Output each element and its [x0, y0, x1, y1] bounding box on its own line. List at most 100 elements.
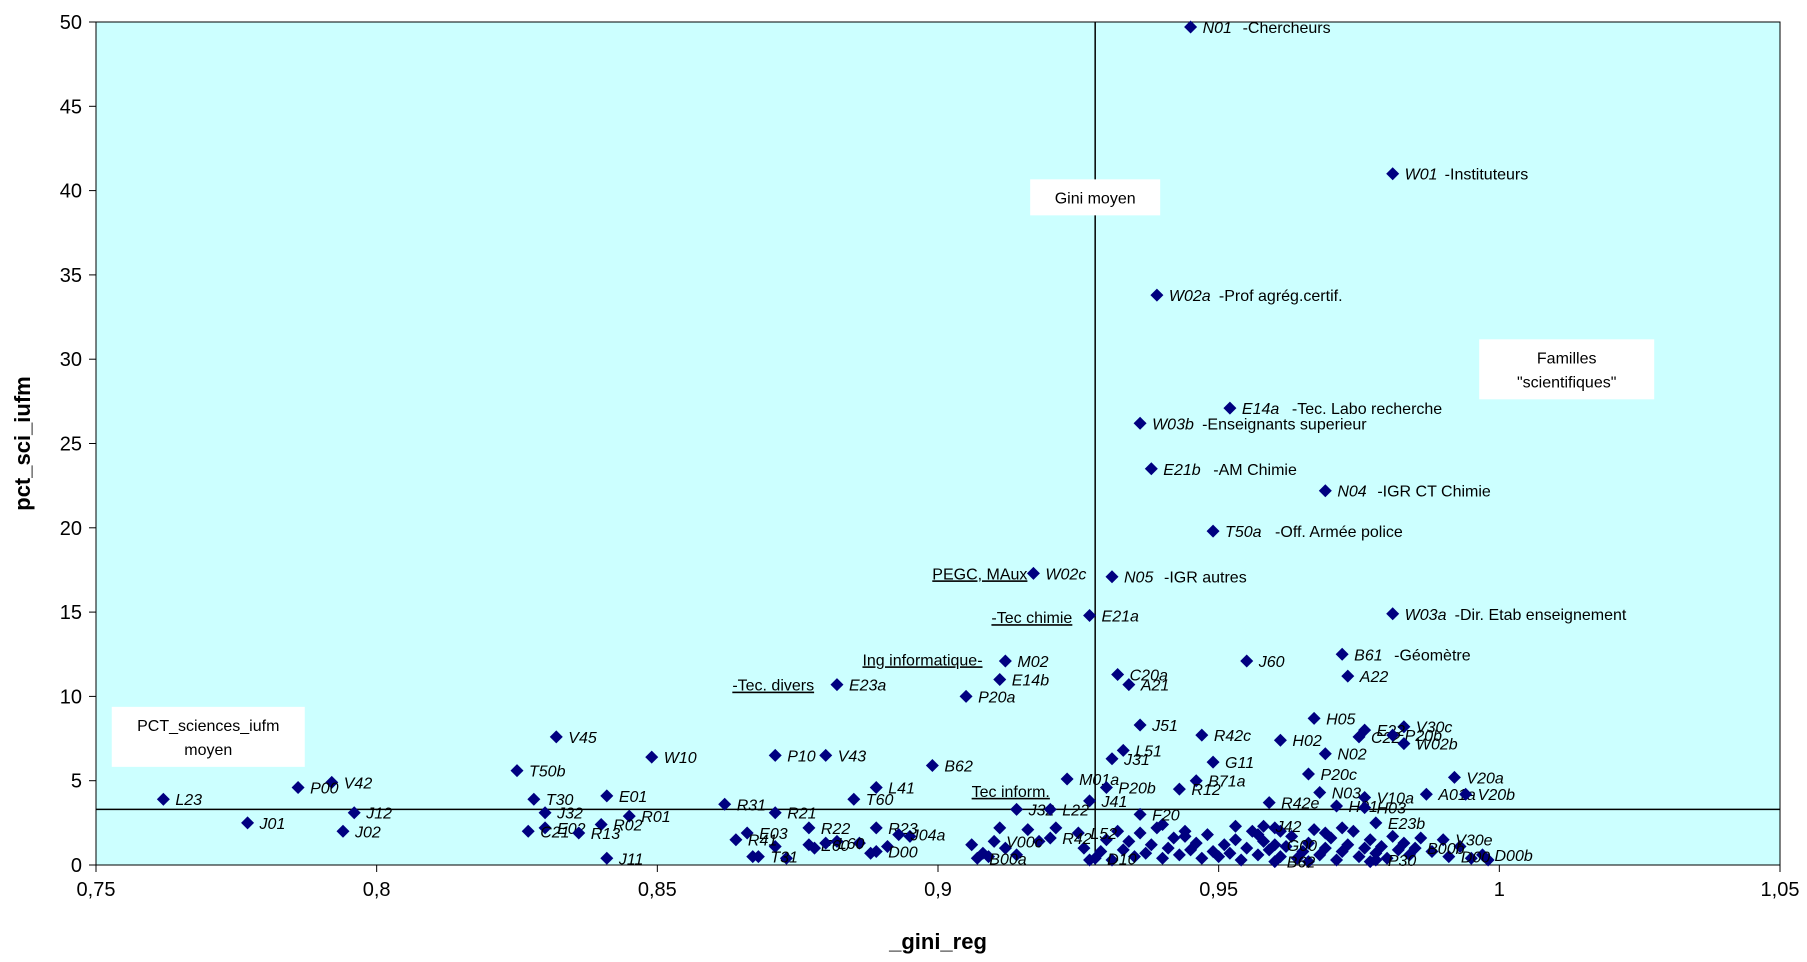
- data-point: [1223, 846, 1237, 860]
- data-point: [1307, 823, 1321, 837]
- annotation-box-text: moyen: [184, 742, 232, 759]
- point-label: R12: [1191, 782, 1220, 799]
- point-label: P00: [310, 780, 339, 797]
- point-label: R01: [641, 809, 670, 826]
- data-point: [600, 851, 614, 865]
- point-label: J51: [1151, 718, 1178, 735]
- data-point: [819, 748, 833, 762]
- point-label: B62: [944, 759, 973, 776]
- data-point: [1122, 678, 1136, 692]
- data-point: [1358, 801, 1372, 815]
- data-point: [1077, 841, 1091, 855]
- point-description: -Dir. Etab enseignement: [1455, 607, 1627, 624]
- data-point: [1127, 850, 1141, 864]
- data-point: [998, 841, 1012, 855]
- point-description: -IGR CT Chimie: [1377, 484, 1491, 501]
- data-point: [1195, 728, 1209, 742]
- data-point: [768, 806, 782, 820]
- data-point: [1346, 824, 1360, 838]
- data-point: [993, 821, 1007, 835]
- data-point: [527, 792, 541, 806]
- data-point: [1358, 841, 1372, 855]
- point-label: V20a: [1466, 770, 1503, 787]
- data-point: [1223, 401, 1237, 415]
- data-point: [1251, 848, 1265, 862]
- point-description: -IGR autres: [1164, 570, 1247, 587]
- data-point: [1301, 767, 1315, 781]
- data-point: [1167, 831, 1181, 845]
- data-point: [869, 821, 883, 835]
- group-label: Ing informatique-: [862, 652, 982, 669]
- data-point: [1156, 851, 1170, 865]
- data-point: [1442, 850, 1456, 864]
- point-description: -Géomètre: [1394, 647, 1471, 664]
- point-label: J42: [1275, 819, 1302, 836]
- point-label: B71a: [1208, 774, 1245, 791]
- data-point: [729, 833, 743, 847]
- data-point: [880, 839, 894, 853]
- point-label: W10: [664, 750, 697, 767]
- data-point: [1262, 796, 1276, 810]
- point-label: V30e: [1455, 833, 1492, 850]
- data-point: [1358, 791, 1372, 805]
- data-point: [1453, 839, 1467, 853]
- point-description: -Chercheurs: [1243, 20, 1331, 37]
- y-tick-label: 50: [60, 12, 82, 34]
- data-point: [987, 834, 1001, 848]
- data-point: [802, 821, 816, 835]
- point-label: J01: [259, 816, 286, 833]
- data-point: [538, 821, 552, 835]
- annotation-box: [1030, 179, 1161, 216]
- y-axis: 0 5 10 15 20 25 30 35 40 45 50: [60, 12, 96, 877]
- y-tick-label: 45: [60, 96, 82, 118]
- point-label: H02: [1292, 733, 1321, 750]
- point-label: R21: [787, 806, 816, 823]
- data-point: [1206, 755, 1220, 769]
- point-label: H05: [1326, 711, 1355, 728]
- data-point: [1010, 848, 1024, 862]
- x-axis-title: _gini_reg: [888, 929, 987, 954]
- point-label: N03: [1332, 786, 1361, 803]
- data-point: [998, 654, 1012, 668]
- point-label: N05: [1124, 570, 1153, 587]
- x-tick-label: 0,95: [1199, 879, 1238, 901]
- data-point: [1341, 838, 1355, 852]
- data-point: [594, 818, 608, 832]
- point-label: P20a: [978, 689, 1015, 706]
- point-label: W01: [1405, 167, 1438, 184]
- data-point: [847, 792, 861, 806]
- point-label: T60: [866, 792, 894, 809]
- point-label: W02a: [1169, 288, 1211, 305]
- point-label: L52: [1090, 826, 1117, 843]
- data-point: [1172, 848, 1186, 862]
- data-point: [830, 834, 844, 848]
- data-point: [521, 824, 535, 838]
- point-label: G00: [1287, 838, 1317, 855]
- data-point: [241, 816, 255, 830]
- annotation-boxes: Gini moyen Familles "scientifiques" PCT_sci…: [111, 179, 1655, 767]
- data-point: [1060, 772, 1074, 786]
- data-point: [600, 789, 614, 803]
- y-tick-label: 5: [71, 771, 82, 793]
- x-tick-label: 1,05: [1761, 879, 1800, 901]
- data-point: [819, 836, 833, 850]
- data-point: [1414, 831, 1428, 845]
- data-point: [1032, 834, 1046, 848]
- point-label: R02: [613, 818, 642, 835]
- point-label: V10a: [1377, 791, 1414, 808]
- point-label: P20b: [1118, 780, 1155, 797]
- point-label: E23a: [849, 678, 886, 695]
- point-label: T31: [770, 850, 798, 867]
- data-point: [1083, 608, 1097, 622]
- data-point: [1071, 826, 1085, 840]
- group-label: -Tec chimie: [991, 610, 1072, 627]
- point-label: J32: [556, 806, 583, 823]
- point-label: T50a: [1225, 524, 1262, 541]
- x-axis: 0,75 0,8 0,85 0,9 0,95 1 1,05: [77, 865, 1800, 901]
- y-tick-label: 15: [60, 602, 82, 624]
- x-tick-label: 0,9: [924, 879, 952, 901]
- data-point: [1386, 167, 1400, 181]
- point-label: V30c: [1416, 720, 1452, 737]
- data-point: [1043, 802, 1057, 816]
